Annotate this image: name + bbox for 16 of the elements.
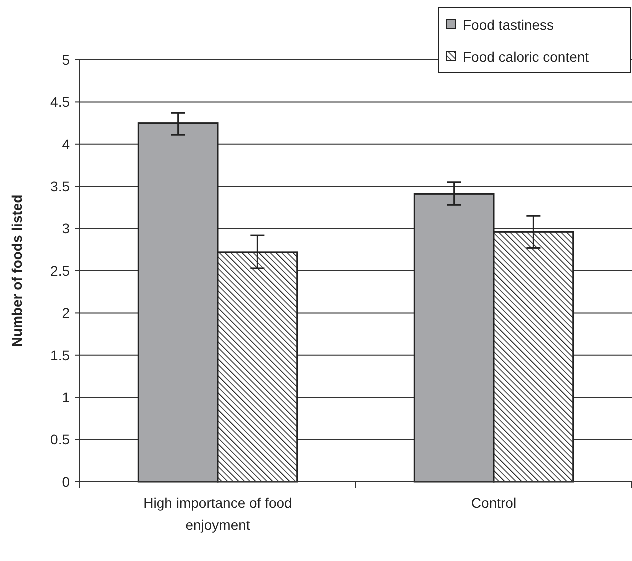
y-tick-label: 1.5 — [50, 347, 70, 364]
y-tick-label: 0 — [62, 474, 70, 490]
y-tick-label: 3 — [62, 220, 70, 237]
y-tick-label: 4 — [62, 136, 70, 152]
y-tick-label: 0.5 — [50, 432, 70, 448]
legend-label: Food tastiness — [463, 16, 554, 33]
y-tick-label: 1 — [62, 390, 70, 406]
y-axis-title: Number of foods listed — [9, 194, 25, 348]
x-tick-label: High importance of food enjoyment — [144, 495, 292, 533]
y-tick-label: 2.5 — [50, 262, 70, 279]
x-tick-label: Control — [471, 495, 517, 511]
y-tick-label: 4.5 — [50, 94, 70, 110]
y-tick-label: 5 — [62, 52, 70, 68]
y-tick-label: 3.5 — [50, 178, 70, 194]
y-tick-label: 2 — [62, 305, 70, 322]
legend-label: Food caloric content — [463, 48, 590, 65]
